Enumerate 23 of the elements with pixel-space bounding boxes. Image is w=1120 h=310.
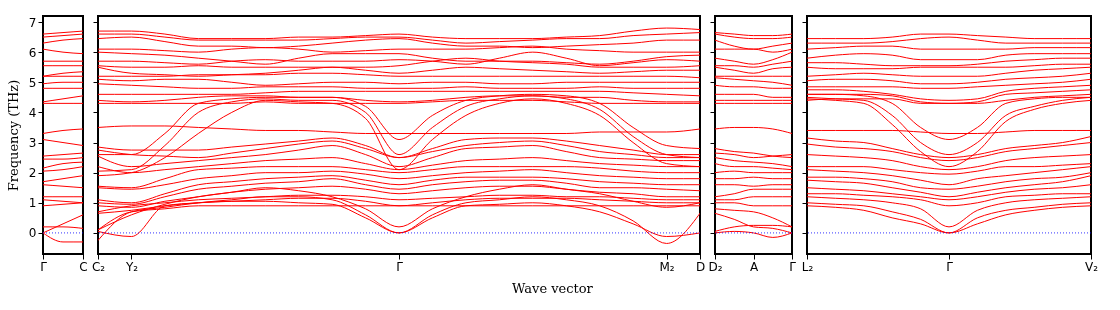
y-tick-label: 2 <box>28 166 37 181</box>
y-tick-label: 4 <box>28 105 37 120</box>
x-tick-label: Γ <box>396 259 404 274</box>
x-tick-label: Γ <box>40 259 48 274</box>
x-tick-label: D <box>695 259 706 274</box>
y-tick-label: 5 <box>28 75 37 90</box>
x-tick-label: L₂ <box>801 259 814 274</box>
x-tick-label: Γ <box>946 259 954 274</box>
x-axis-title: Wave vector <box>512 281 594 296</box>
x-tick-label: V₂ <box>1084 259 1099 274</box>
x-tick-label: C₂ <box>91 259 106 274</box>
y-tick-label: 3 <box>28 136 37 151</box>
y-tick-label: 0 <box>28 226 37 241</box>
y-tick-label: 7 <box>28 15 37 30</box>
x-tick-label: M₂ <box>659 259 675 274</box>
x-tick-label: D₂ <box>708 259 723 274</box>
y-axis-title: Frequency (THz) <box>5 79 21 192</box>
y-tick-label: 1 <box>28 196 37 211</box>
x-tick-label: C <box>79 259 88 274</box>
x-tick-label: Y₂ <box>124 259 139 274</box>
x-tick-label: A <box>749 259 759 274</box>
x-tick-label: Γ <box>789 259 797 274</box>
y-tick-label: 6 <box>28 45 37 60</box>
